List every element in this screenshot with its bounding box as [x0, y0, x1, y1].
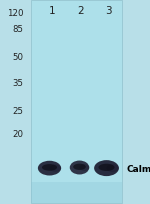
Text: 3: 3: [105, 6, 111, 16]
Ellipse shape: [50, 165, 61, 172]
Text: 35: 35: [12, 78, 23, 87]
Ellipse shape: [94, 160, 119, 176]
Bar: [31, 1, 122, 203]
Text: 20: 20: [12, 129, 23, 138]
Ellipse shape: [73, 164, 86, 170]
Ellipse shape: [98, 164, 115, 171]
Text: 50: 50: [12, 53, 23, 62]
Ellipse shape: [70, 161, 89, 175]
Text: 25: 25: [12, 107, 23, 116]
Ellipse shape: [38, 161, 61, 176]
Ellipse shape: [106, 164, 119, 172]
Text: 1: 1: [49, 6, 56, 16]
Bar: [31, 183, 122, 203]
Text: 2: 2: [78, 6, 84, 16]
Ellipse shape: [80, 164, 89, 171]
Text: 120: 120: [7, 9, 23, 18]
Ellipse shape: [42, 164, 57, 171]
Text: 85: 85: [12, 25, 23, 34]
Text: Calmodulin: Calmodulin: [127, 164, 150, 173]
